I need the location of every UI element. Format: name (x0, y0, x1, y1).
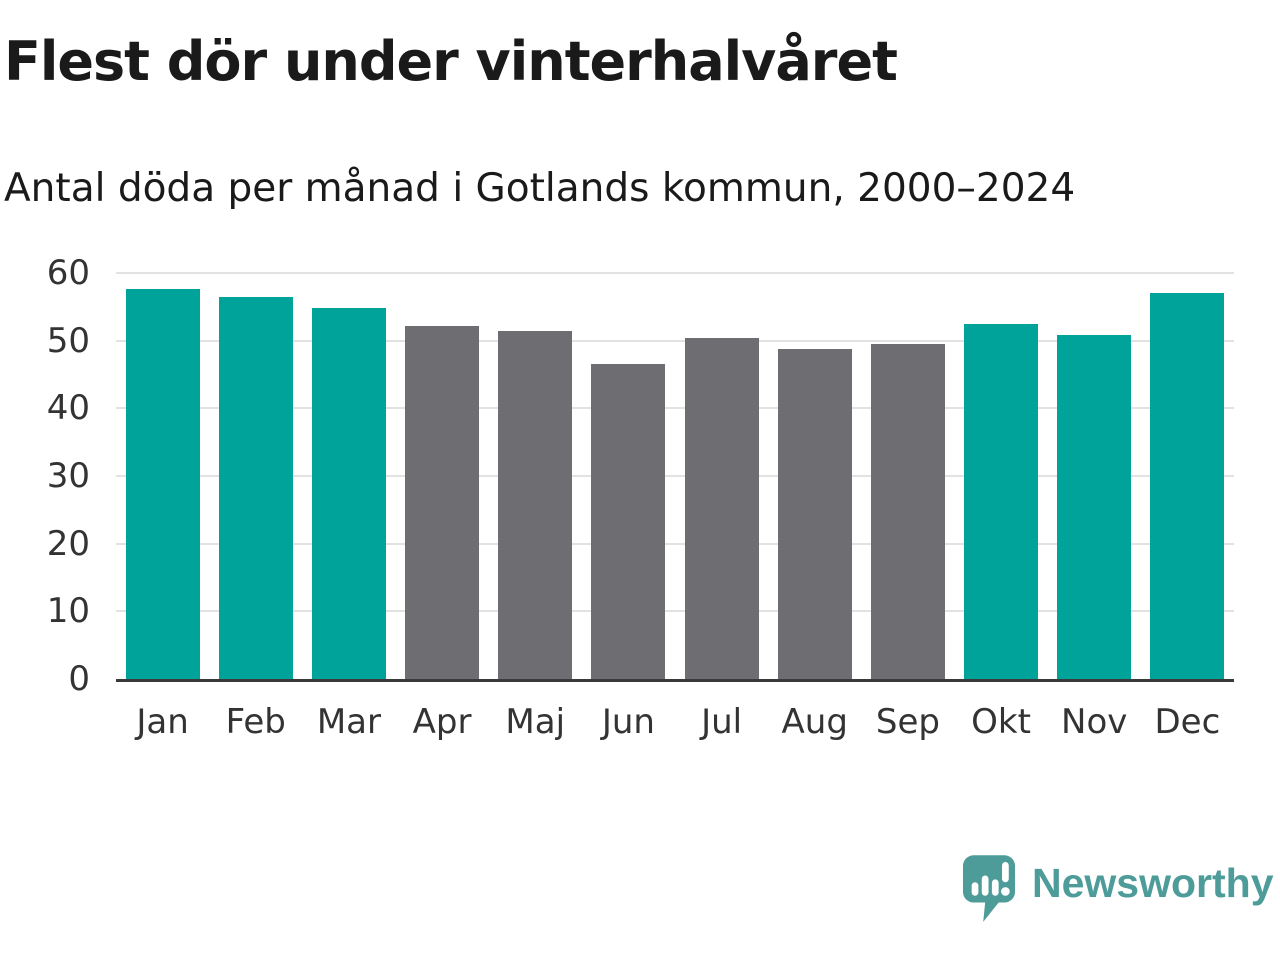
newsworthy-logo-text: Newsworthy (1032, 860, 1274, 906)
x-tick-label: Jul (701, 702, 743, 742)
y-tick-label: 20 (46, 523, 90, 564)
y-tick-label: 30 (46, 456, 90, 496)
x-tick-label: Maj (505, 702, 566, 742)
gridline (116, 272, 1234, 274)
x-tick-label: Okt (971, 702, 1031, 742)
x-tick-label: Aug (781, 702, 848, 742)
chart-bar-jan (125, 288, 200, 679)
x-tick-label: Apr (412, 702, 472, 742)
chart-bar-aug (777, 348, 852, 679)
newsworthy-branding: Newsworthy (962, 854, 1274, 926)
page-title: Flest dör under vinterhalvåret (4, 30, 898, 93)
chart-bar-dec (1150, 292, 1225, 679)
newsworthy-logo-icon (962, 855, 1016, 922)
x-tick-label: Sep (875, 702, 940, 742)
x-axis: Jan Feb Mar Apr Maj Jun Jul Aug Sep Okt Nov Dec (116, 694, 1234, 750)
gridline (116, 610, 1234, 613)
x-tick-label: Dec (1154, 702, 1221, 742)
chart-bar-jun (591, 364, 666, 679)
x-tick-label: Mar (316, 702, 381, 742)
chart-bar-nov (1057, 334, 1132, 679)
gridline (116, 407, 1234, 410)
x-tick-label: Jun (601, 702, 655, 742)
y-tick-label: 0 (68, 659, 90, 699)
chart-bar-okt (964, 323, 1039, 679)
chart-bar-maj (498, 330, 573, 679)
chart-bar-apr (405, 326, 480, 679)
y-axis: 0 10 20 30 40 50 60 (0, 253, 96, 699)
gridline (116, 542, 1234, 545)
chart-bar-feb (218, 296, 293, 679)
x-tick-label: Feb (225, 702, 286, 742)
chart-bar-jul (684, 337, 759, 679)
y-tick-label: 10 (46, 591, 90, 632)
x-tick-label: Jan (136, 702, 189, 742)
gridline (116, 339, 1234, 342)
x-tick-label: Nov (1061, 702, 1128, 742)
y-tick-label: 40 (46, 388, 90, 429)
y-tick-label: 50 (46, 320, 90, 361)
y-tick-label: 60 (46, 253, 90, 293)
plot-area (116, 272, 1234, 682)
gridline (116, 475, 1234, 477)
page-subtitle: Antal döda per månad i Gotlands kommun, … (4, 166, 1076, 211)
chart-bar-sep (870, 344, 945, 679)
chart-bar-mar (311, 308, 386, 679)
